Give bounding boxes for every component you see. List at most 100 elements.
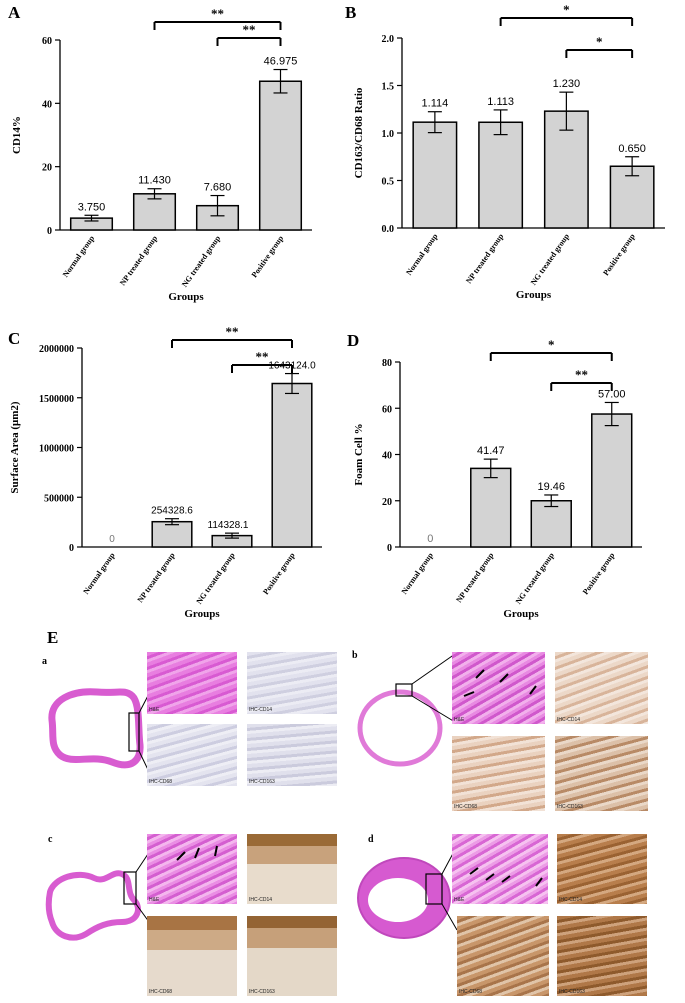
significance-label: ** bbox=[243, 22, 256, 37]
histo-label: H&E bbox=[149, 707, 160, 713]
x-tick-label: NG treated group bbox=[195, 551, 237, 606]
histology-letter-d: d bbox=[368, 834, 374, 845]
x-tick-label: NP treated group bbox=[464, 232, 505, 286]
x-tick-label: NP treated group bbox=[136, 551, 177, 605]
histo-label: IHC-CD163 bbox=[249, 989, 275, 995]
y-tick-label: 2000000 bbox=[39, 344, 74, 355]
data-label: 114328.1 bbox=[208, 520, 249, 531]
y-tick-label: 40 bbox=[382, 451, 392, 462]
vessel-section-b bbox=[357, 653, 456, 767]
histo-d-he: H&E bbox=[452, 834, 548, 904]
y-tick-label: 20 bbox=[382, 497, 392, 508]
data-label: 254328.6 bbox=[151, 506, 193, 517]
y-tick-label: 40 bbox=[42, 99, 52, 110]
vessel-section-d bbox=[357, 845, 457, 939]
bar-4 bbox=[591, 413, 633, 548]
bar-2 bbox=[470, 467, 512, 548]
histo-label: IHC-CD14 bbox=[557, 717, 581, 723]
histology-block-b: b H&E IHC-CD14 IHC-CD68 IHC-CD163 bbox=[352, 650, 652, 825]
histo-b-cd163: IHC-CD163 bbox=[555, 736, 648, 811]
histo-label: IHC-CD68 bbox=[459, 989, 483, 995]
x-tick-label: Normal group bbox=[400, 551, 436, 596]
bar-2 bbox=[478, 121, 524, 229]
x-tick-label: Normal group bbox=[61, 234, 97, 279]
x-tick-label: NP treated group bbox=[454, 551, 495, 605]
histology-letter-c: c bbox=[48, 834, 53, 845]
x-tick-label: Positive group bbox=[581, 551, 617, 597]
bar-2 bbox=[151, 520, 193, 548]
histology-letter-a: a bbox=[42, 656, 47, 667]
histo-b-cd14: IHC-CD14 bbox=[555, 652, 648, 724]
x-tick-label: NG treated group bbox=[180, 234, 222, 289]
histo-label: IHC-CD163 bbox=[249, 779, 275, 785]
x-tick-label: NP treated group bbox=[118, 234, 159, 288]
x-axis-label: Groups bbox=[184, 608, 220, 620]
y-axis-label: CD163/CD68 Ratio bbox=[353, 87, 365, 178]
vessel-section-c bbox=[45, 847, 152, 941]
histo-c-cd68: IHC-CD68 bbox=[147, 916, 237, 996]
x-axis-label: Groups bbox=[516, 289, 552, 301]
histo-label: IHC-CD68 bbox=[149, 779, 173, 785]
chart-panel-d: D 0 20 40 60 80 Foam Cell % 0 Normal group 41.47 N… bbox=[347, 331, 642, 620]
y-tick-label: 0.5 bbox=[382, 177, 395, 188]
x-tick-label: NG treated group bbox=[514, 551, 556, 606]
histo-c-cd163: IHC-CD163 bbox=[247, 916, 337, 996]
chart-panel-a: A 0 20 40 60 CD14% 3.750 Normal group 11.430 NP t… bbox=[8, 3, 312, 303]
x-tick-label: Normal group bbox=[81, 551, 117, 596]
significance-label: ** bbox=[211, 6, 224, 21]
histo-label: IHC-CD14 bbox=[249, 897, 273, 903]
y-tick-label: 1000000 bbox=[39, 444, 74, 455]
chart-panel-c: C 0 500000 1000000 1500000 2000000 Surface Are… bbox=[8, 324, 322, 620]
histo-label: IHC-CD68 bbox=[149, 989, 173, 995]
histology-block-d: d H&E IHC-CD14 IHC-CD68 IHC-CD163 bbox=[352, 830, 652, 1002]
y-tick-label: 1.5 bbox=[382, 82, 395, 93]
histo-c-cd14: IHC-CD14 bbox=[247, 834, 337, 904]
data-label: 11.430 bbox=[138, 175, 171, 187]
arrow-marks bbox=[176, 845, 218, 861]
significance-label: ** bbox=[575, 367, 588, 382]
data-label: 1.114 bbox=[422, 98, 449, 110]
data-label: 7.680 bbox=[204, 182, 232, 194]
histo-c-he: H&E bbox=[147, 834, 237, 904]
data-label: 57.00 bbox=[598, 388, 626, 400]
y-tick-label: 80 bbox=[382, 358, 392, 369]
histo-a-he: H&E bbox=[147, 652, 237, 714]
y-tick-label: 2.0 bbox=[382, 34, 395, 45]
bar-1 bbox=[412, 121, 458, 229]
histo-label: H&E bbox=[149, 897, 160, 903]
histo-b-cd68: IHC-CD68 bbox=[452, 736, 545, 811]
arrow-marks bbox=[463, 669, 537, 697]
panel-letter-a: A bbox=[8, 3, 21, 22]
histo-label: H&E bbox=[454, 717, 465, 723]
histo-label: IHC-CD163 bbox=[557, 804, 583, 810]
histo-label: H&E bbox=[454, 897, 465, 903]
histo-d-cd163: IHC-CD163 bbox=[557, 916, 647, 996]
x-tick-label: Positive group bbox=[601, 232, 637, 278]
significance-label: ** bbox=[226, 324, 239, 339]
significance-label: * bbox=[548, 337, 555, 352]
data-label: 3.750 bbox=[78, 201, 106, 213]
data-label: 41.47 bbox=[477, 445, 505, 457]
data-label: 0 bbox=[427, 533, 433, 545]
y-tick-label: 500000 bbox=[44, 493, 74, 504]
histo-label: IHC-CD163 bbox=[559, 989, 585, 995]
data-label: 1.113 bbox=[487, 96, 514, 108]
x-tick-label: Positive group bbox=[250, 234, 286, 280]
histo-d-cd14: IHC-CD14 bbox=[557, 834, 647, 904]
bar-4 bbox=[271, 382, 313, 548]
y-axis-label: Foam Cell % bbox=[353, 423, 365, 485]
histo-d-cd68: IHC-CD68 bbox=[457, 916, 549, 996]
significance-label: * bbox=[596, 34, 603, 49]
x-tick-label: Positive group bbox=[261, 551, 297, 597]
data-label: 0 bbox=[109, 534, 115, 545]
histo-a-cd68: IHC-CD68 bbox=[147, 724, 237, 786]
histology-block-a: a H&E IHC-CD14 IHC-CD68 IHC-CD163 bbox=[42, 650, 342, 825]
histo-label: IHC-CD68 bbox=[454, 804, 478, 810]
bar-4 bbox=[258, 80, 303, 231]
panel-letter-c: C bbox=[8, 329, 20, 348]
data-label: 19.46 bbox=[537, 481, 565, 493]
histo-label: IHC-CD14 bbox=[249, 707, 273, 713]
bar-3 bbox=[530, 500, 572, 548]
x-tick-label: NG treated group bbox=[529, 232, 571, 287]
significance-label: * bbox=[563, 2, 570, 17]
